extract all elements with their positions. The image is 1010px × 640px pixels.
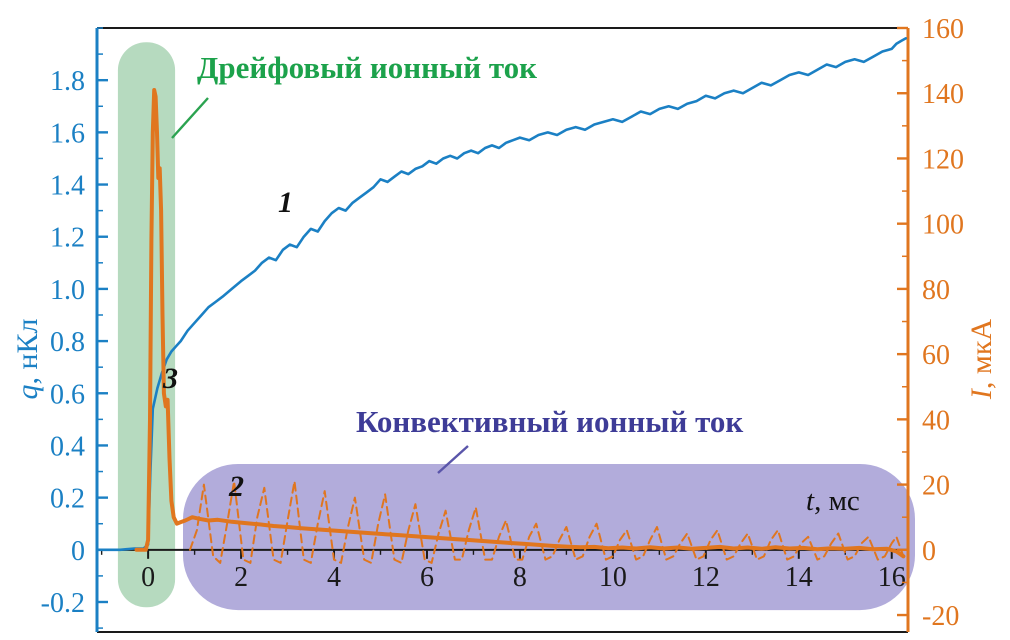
svg-text:0.2: 0.2 xyxy=(50,484,85,515)
curve-3-drift-current xyxy=(134,88,906,559)
svg-text:1.2: 1.2 xyxy=(50,223,85,254)
svg-text:120: 120 xyxy=(922,144,964,175)
svg-text:-20: -20 xyxy=(922,601,959,632)
svg-text:1.4: 1.4 xyxy=(50,171,85,202)
left-axis-unit: , нКл xyxy=(11,318,44,385)
svg-text:14: 14 xyxy=(785,562,813,593)
convective-current-region xyxy=(183,464,915,611)
x-axis-symbol: t xyxy=(806,485,815,517)
curve-label-3: 3 xyxy=(163,362,178,395)
left-axis-symbol: q xyxy=(11,384,44,400)
curve-label-1: 1 xyxy=(278,186,293,219)
svg-text:1.0: 1.0 xyxy=(50,275,85,306)
svg-text:2: 2 xyxy=(234,562,248,593)
svg-text:0.8: 0.8 xyxy=(50,327,85,358)
x-axis-title: t, мс xyxy=(806,485,860,518)
svg-text:60: 60 xyxy=(922,340,950,371)
right-axis-unit: , мкА xyxy=(965,318,998,390)
annotation-convective-label: Конвективный ионный ток xyxy=(356,404,744,439)
svg-text:10: 10 xyxy=(599,562,627,593)
curve-label-2: 2 xyxy=(229,470,244,503)
svg-text:0.4: 0.4 xyxy=(50,431,85,462)
svg-text:0: 0 xyxy=(71,536,85,567)
curves xyxy=(95,37,908,564)
curve-2-convective-current xyxy=(189,480,905,564)
svg-text:4: 4 xyxy=(327,562,341,593)
right-axis-title: I, мкА xyxy=(965,259,999,459)
plot-frame xyxy=(95,27,910,633)
x-axis-unit: , мс xyxy=(814,485,860,517)
right-axis: -20 0 20 40 60 80 100 120 140 160 xyxy=(897,14,964,632)
svg-text:6: 6 xyxy=(420,562,434,593)
right-axis-symbol: I xyxy=(965,389,998,400)
svg-text:12: 12 xyxy=(692,562,720,593)
svg-text:0: 0 xyxy=(922,536,936,567)
svg-text:-0.2: -0.2 xyxy=(41,588,85,619)
left-axis-title: q, нКл xyxy=(11,259,45,459)
svg-text:0: 0 xyxy=(141,562,155,593)
svg-text:1.6: 1.6 xyxy=(50,118,85,149)
annotation-pointers xyxy=(171,97,469,474)
svg-text:80: 80 xyxy=(922,275,950,306)
svg-text:20: 20 xyxy=(922,471,950,502)
curve-1-charge xyxy=(95,37,908,552)
svg-text:100: 100 xyxy=(922,210,964,241)
highlight-regions xyxy=(117,42,915,611)
svg-text:1.8: 1.8 xyxy=(50,66,85,97)
x-axis: 0 2 4 6 8 10 12 14 16 xyxy=(97,548,908,593)
svg-text:160: 160 xyxy=(922,14,964,45)
svg-text:40: 40 xyxy=(922,405,950,436)
convective-pointer-line xyxy=(437,445,469,474)
svg-text:0.6: 0.6 xyxy=(50,379,85,410)
drift-pointer-line xyxy=(171,97,209,139)
svg-text:8: 8 xyxy=(513,562,527,593)
svg-text:140: 140 xyxy=(922,79,964,110)
annotation-drift-label: Дрейфовый ионный ток xyxy=(197,50,538,85)
left-axis: -0.2 0 0.2 0.4 0.6 0.8 1.0 1.2 1.4 1.6 1.8 xyxy=(41,27,108,629)
svg-text:16: 16 xyxy=(878,562,906,593)
